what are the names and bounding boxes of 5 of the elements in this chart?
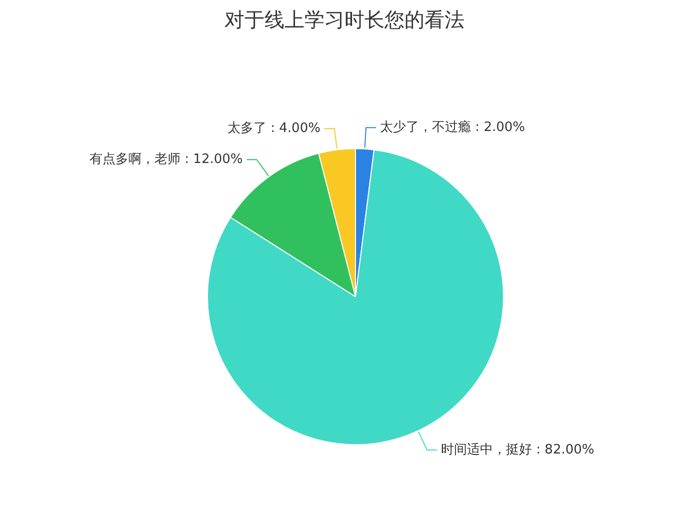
slice-label: 时间适中，挺好 : 82.00% (441, 442, 594, 458)
chart-title: 对于线上学习时长您的看法 (224, 8, 464, 32)
slice-label: 太少了，不过瘾 : 2.00% (380, 120, 525, 136)
slice-label: 太多了 : 4.00% (228, 121, 320, 136)
slice-label: 有点多啊，老师 : 12.00% (90, 152, 243, 168)
